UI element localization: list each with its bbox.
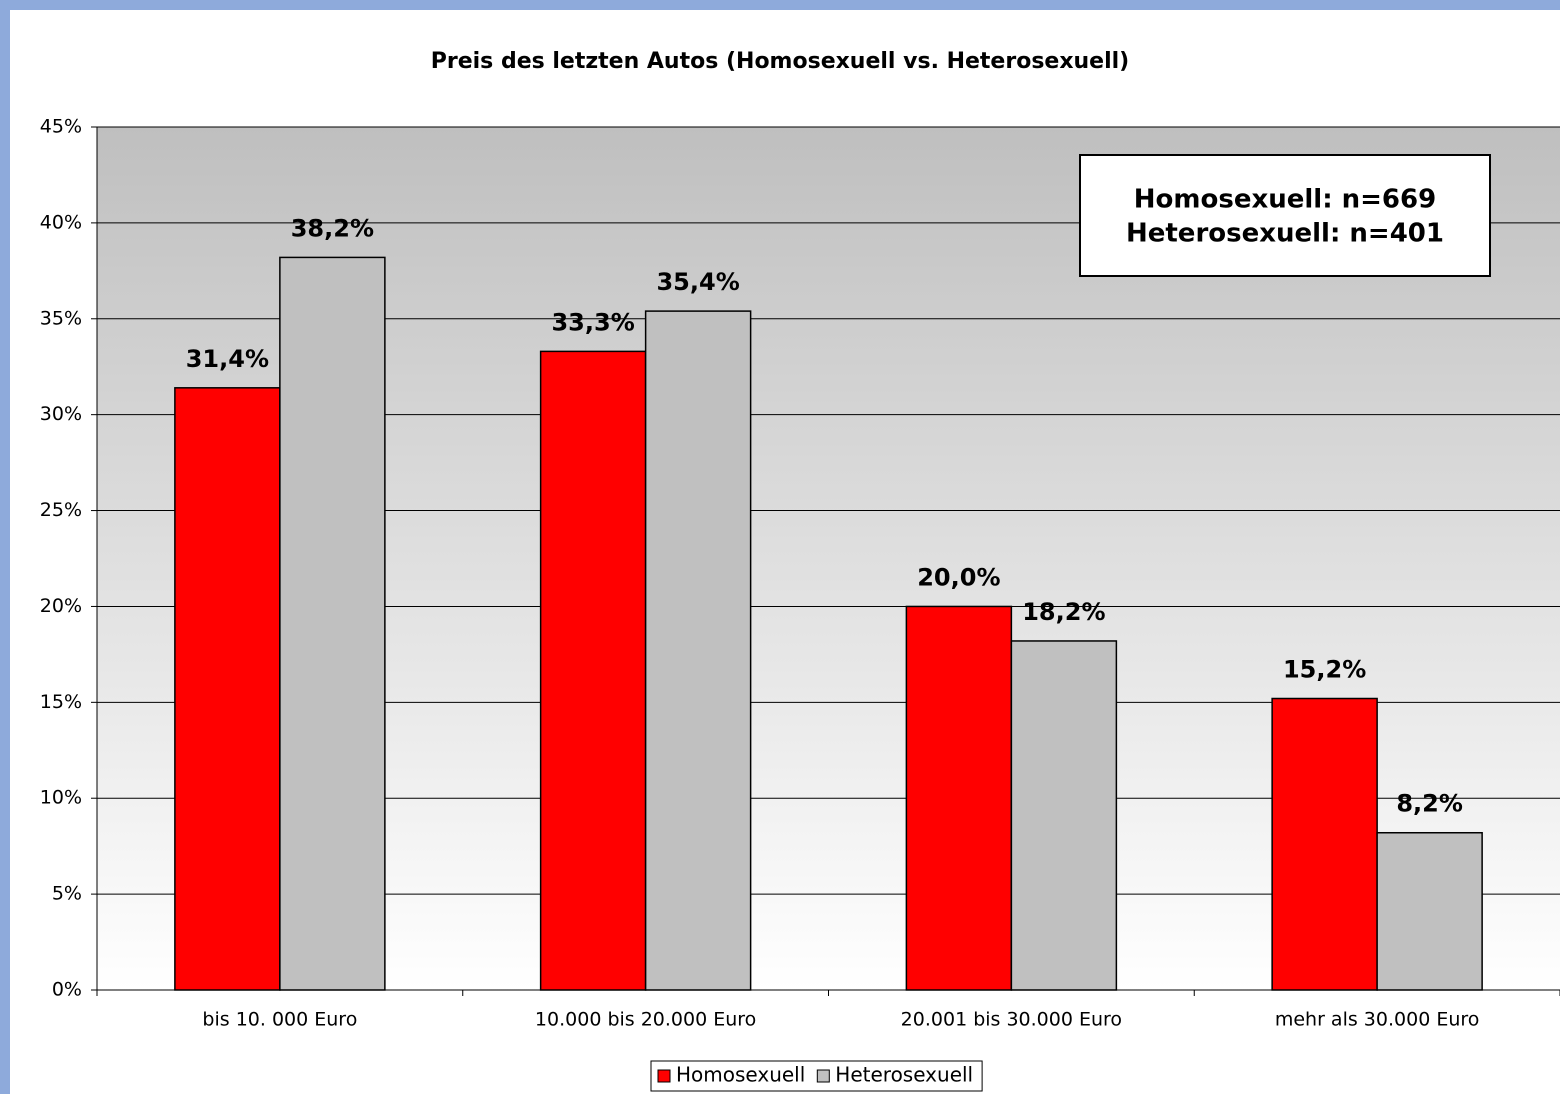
bar bbox=[644, 310, 752, 991]
y-tick-label: 45% bbox=[40, 116, 82, 138]
legend-label: Heterosexuell bbox=[835, 1063, 973, 1087]
data-label: 33,3% bbox=[551, 308, 634, 336]
legend-box bbox=[650, 1060, 983, 1092]
bar bbox=[1271, 697, 1378, 991]
bar bbox=[279, 256, 386, 991]
annotation-box bbox=[1079, 154, 1491, 277]
y-tick-label: 10% bbox=[40, 787, 82, 809]
bar bbox=[174, 387, 281, 991]
legend-swatch bbox=[657, 1069, 671, 1083]
y-tick-label: 30% bbox=[40, 403, 82, 425]
y-tick-label: 15% bbox=[40, 691, 82, 713]
data-label: 20,0% bbox=[917, 563, 1000, 591]
y-tick-label: 0% bbox=[52, 979, 82, 1001]
legend-label: Homosexuell bbox=[676, 1063, 805, 1087]
bar bbox=[1010, 640, 1118, 991]
data-label: 18,2% bbox=[1022, 598, 1105, 626]
annotation: Homosexuell: n=669 bbox=[1134, 185, 1436, 215]
y-tick-label: 35% bbox=[40, 307, 82, 329]
data-label: 31,4% bbox=[186, 345, 269, 373]
y-tick-label: 25% bbox=[40, 499, 82, 521]
bar bbox=[539, 350, 647, 991]
x-tick-label: 10.000 bis 20.000 Euro bbox=[535, 1009, 756, 1031]
x-tick-label: bis 10. 000 Euro bbox=[202, 1009, 357, 1031]
x-tick-label: mehr als 30.000 Euro bbox=[1275, 1009, 1480, 1031]
annotation: Heterosexuell: n=401 bbox=[1126, 219, 1444, 249]
data-label: 8,2% bbox=[1396, 790, 1463, 818]
y-tick-label: 20% bbox=[40, 595, 82, 617]
data-label: 35,4% bbox=[656, 268, 739, 296]
y-tick-label: 5% bbox=[52, 883, 82, 905]
y-tick-label: 40% bbox=[40, 211, 82, 233]
data-label: 38,2% bbox=[291, 214, 374, 242]
x-tick-label: 20.001 bis 30.000 Euro bbox=[901, 1009, 1122, 1031]
legend-swatch bbox=[816, 1069, 830, 1083]
bar bbox=[905, 605, 1013, 991]
data-label: 15,2% bbox=[1283, 655, 1366, 683]
bar bbox=[1376, 831, 1483, 991]
chart-title: Preis des letzten Autos (Homosexuell vs.… bbox=[431, 49, 1130, 74]
